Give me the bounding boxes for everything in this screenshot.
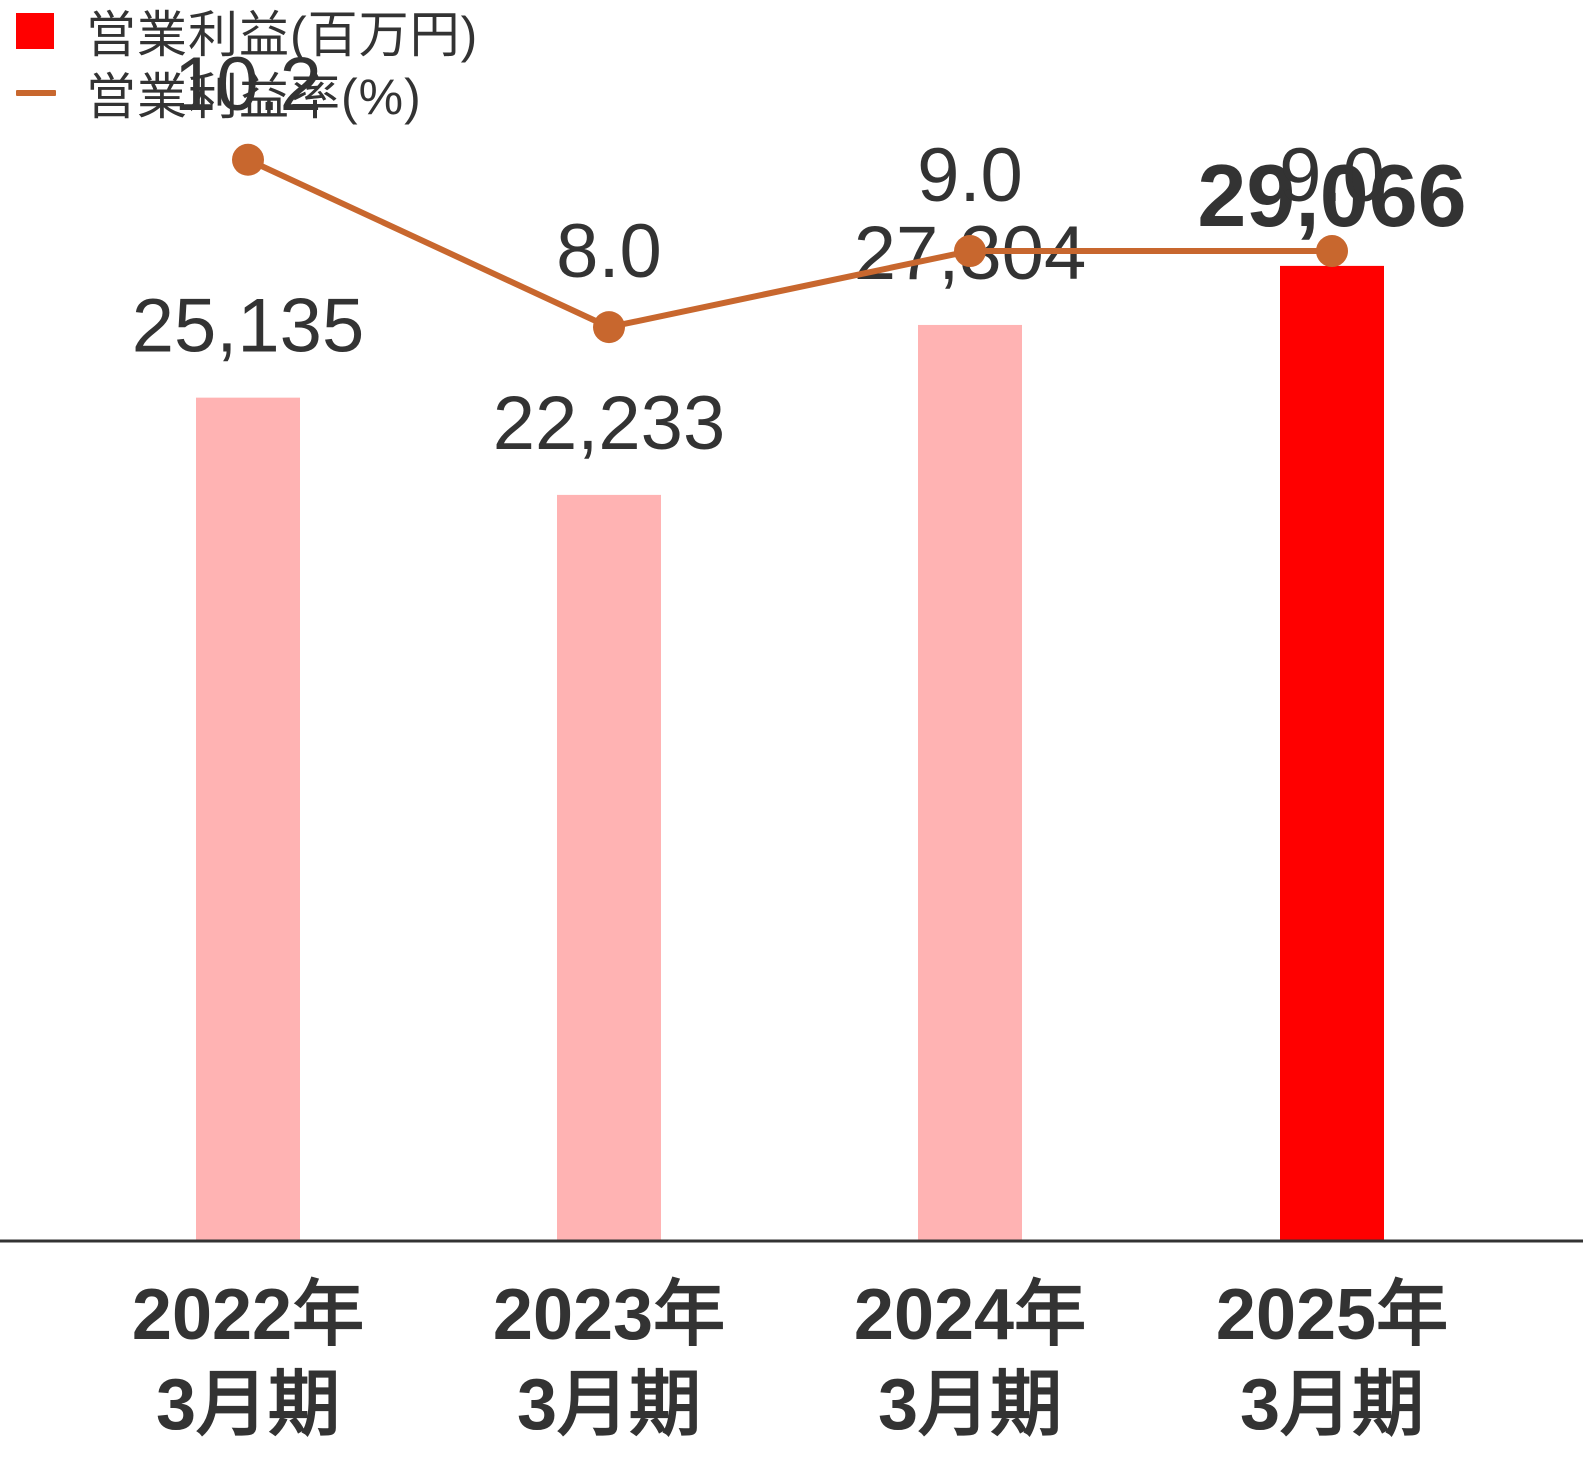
x-tick-label-3: 2025年 3月期	[1182, 1270, 1482, 1450]
legend-label-line: 営業利益率(%)	[86, 69, 422, 125]
line-value-labels: 10.2 8.0 9.0 9.0	[174, 42, 1385, 294]
bar-value-label-0: 25,135	[132, 284, 364, 369]
x-tick-label-2: 2024年 3月期	[820, 1270, 1120, 1450]
legend-label-bar: 営業利益(百万円)	[86, 7, 479, 63]
bar-2	[918, 324, 1022, 1240]
x-tick-year: 2024年	[853, 1275, 1087, 1355]
x-tick-year: 2025年	[1215, 1275, 1449, 1355]
x-tick-period: 3月期	[1239, 1365, 1425, 1445]
bar-1	[557, 494, 661, 1240]
bar-3	[1280, 265, 1384, 1240]
bar-value-label-1: 22,233	[493, 381, 725, 466]
legend-item-line: 営業利益率(%)	[16, 62, 478, 125]
line-series	[232, 143, 1348, 344]
x-tick-period: 3月期	[877, 1365, 1063, 1445]
line-point-0	[232, 143, 264, 176]
x-tick-period: 3月期	[516, 1365, 702, 1445]
x-tick-label-1: 2023年 3月期	[459, 1270, 759, 1450]
bar-series	[196, 265, 1384, 1241]
line-value-label-3: 9.0	[1279, 133, 1385, 218]
line-path	[246, 157, 1332, 331]
line-point-1	[593, 311, 625, 344]
bar-value-label-3: 29,066	[1197, 146, 1466, 245]
line-value-label-0: 10.2	[174, 42, 322, 127]
legend: 営業利益(百万円) 営業利益率(%)	[16, 0, 478, 125]
legend-swatch-line	[16, 90, 56, 96]
x-tick-year: 2023年	[492, 1275, 726, 1355]
line-point-2	[954, 235, 986, 268]
bar-0	[196, 397, 300, 1241]
line-value-label-1: 8.0	[556, 209, 662, 294]
legend-swatch-bar	[16, 13, 54, 49]
x-tick-year: 2022年	[131, 1275, 365, 1355]
x-tick-period: 3月期	[155, 1365, 341, 1445]
x-tick-label-0: 2022年 3月期	[98, 1270, 398, 1450]
legend-item-bar: 営業利益(百万円)	[16, 0, 478, 63]
line-point-3	[1316, 235, 1348, 268]
line-value-label-2: 9.0	[917, 133, 1023, 218]
